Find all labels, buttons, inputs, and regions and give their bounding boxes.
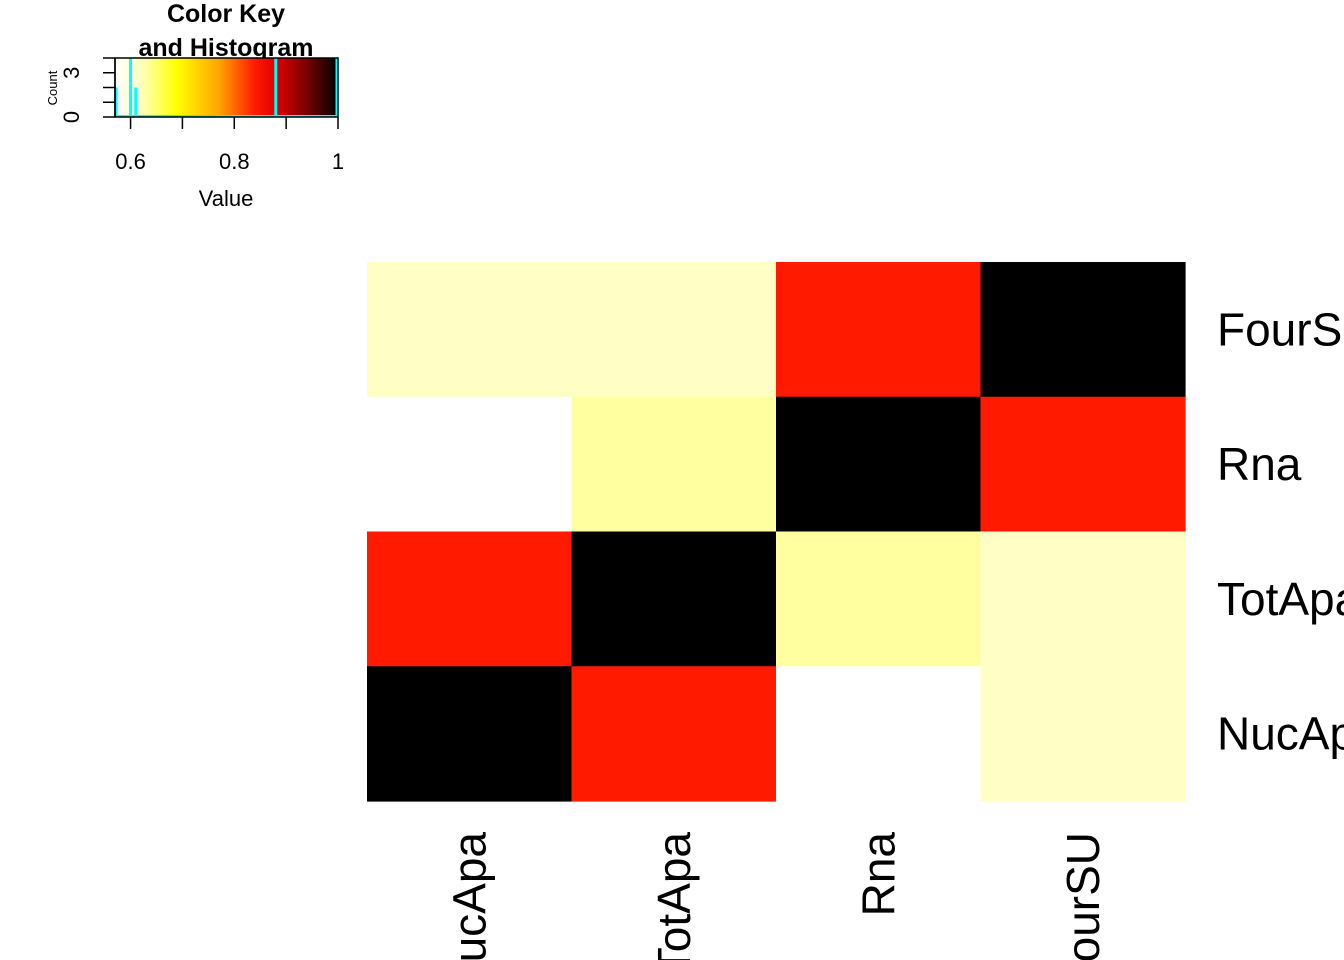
heatmap-cell-TotApa-NucApa xyxy=(367,531,573,667)
heatmap-cell-TotApa-FourSU xyxy=(980,531,1186,667)
heatmap-column-labels: NucApa TotApa Rna FourSU xyxy=(443,832,1109,960)
heatmap-cell-Rna-TotApa xyxy=(571,396,777,533)
histogram-x-tick-label: 1 xyxy=(332,149,344,174)
heatmap-cell-FourSU-Rna xyxy=(776,262,982,398)
heatmap-cell-Rna-Rna xyxy=(776,396,982,533)
color-key-gradient xyxy=(115,58,338,117)
histogram-y-label: Count xyxy=(45,70,60,105)
heatmap-cell-NucApa-FourSU xyxy=(980,666,1186,802)
heatmap-column-label: Rna xyxy=(852,832,904,917)
histogram-x-tick-label: 0.6 xyxy=(115,149,146,174)
heatmap-row-labels: FourSU Rna TotApa NucApa xyxy=(1217,303,1344,759)
heatmap-row-label: NucApa xyxy=(1217,708,1344,760)
heatmap-column-label: NucApa xyxy=(443,832,495,960)
heatmap-column-label: TotApa xyxy=(648,832,700,960)
histogram-y-axis: 03 xyxy=(59,57,116,123)
heatmap-row-label: TotApa xyxy=(1217,573,1344,625)
heatmap-cell-NucApa-TotApa xyxy=(571,666,777,802)
heatmap-cell-NucApa-Rna xyxy=(776,666,982,802)
heatmap-cell-Rna-FourSU xyxy=(980,396,1186,533)
heatmap-cell-TotApa-TotApa xyxy=(571,531,777,667)
histogram-x-label: Value xyxy=(199,186,254,211)
heatmap-cell-TotApa-Rna xyxy=(776,531,982,667)
histogram-y-tick-label: 3 xyxy=(59,67,84,79)
heatmap-cell-FourSU-FourSU xyxy=(980,262,1186,398)
heatmap: FourSURnaTotApaNucApa NucApaTotApaRnaFou… xyxy=(367,262,1344,960)
heatmap-cell-FourSU-NucApa xyxy=(367,262,573,398)
heatmap-cell-FourSU-TotApa xyxy=(571,262,777,398)
heatmap-row-label: Rna xyxy=(1217,438,1302,490)
histogram-x-axis: 0.6 0.8 1 xyxy=(115,117,344,174)
histogram-x-tick-label: 0.8 xyxy=(219,149,250,174)
heatmap-cell-NucApa-NucApa xyxy=(367,666,573,802)
histogram-bars xyxy=(114,58,339,117)
heatmap-cell-Rna-NucApa xyxy=(367,396,573,533)
color-key-histogram: Color Key and Histogram 03 Count 0.6 0.8 1… xyxy=(45,0,344,211)
heatmap-cells xyxy=(367,262,1186,802)
color-key-title-line1: Color Key xyxy=(167,0,285,28)
heatmap-row-label: FourSU xyxy=(1217,303,1344,355)
histogram-y-tick-label: 0 xyxy=(59,111,84,123)
heatmap-column-label: FourSU xyxy=(1057,832,1109,960)
